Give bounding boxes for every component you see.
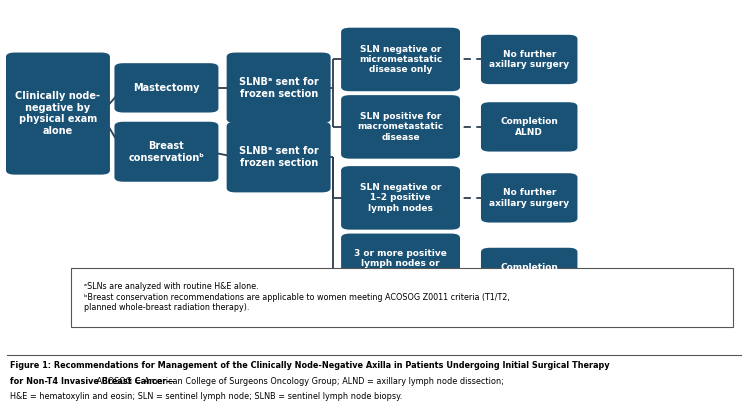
FancyBboxPatch shape <box>6 53 110 175</box>
Text: Clinically node-
negative by
physical exam
alone: Clinically node- negative by physical ex… <box>16 91 100 136</box>
Text: Completion
ALND: Completion ALND <box>500 117 558 137</box>
Text: No further
axillary surgery: No further axillary surgery <box>489 50 569 69</box>
Text: SLN negative or
micrometastatic
disease only: SLN negative or micrometastatic disease … <box>359 44 442 74</box>
Text: Breast
conservationᵇ: Breast conservationᵇ <box>129 141 204 162</box>
FancyBboxPatch shape <box>227 122 331 193</box>
Text: SLN negative or
1–2 positive
lymph nodes: SLN negative or 1–2 positive lymph nodes <box>360 183 441 213</box>
Text: Mastectomy: Mastectomy <box>133 83 200 93</box>
FancyBboxPatch shape <box>114 63 218 113</box>
FancyBboxPatch shape <box>341 233 460 304</box>
Text: SLNBᵃ sent for
frozen section: SLNBᵃ sent for frozen section <box>239 77 319 99</box>
Text: Completion
ALND: Completion ALND <box>500 263 558 282</box>
Text: for Non-T4 Invasive Breast Cancer—: for Non-T4 Invasive Breast Cancer— <box>10 377 174 386</box>
FancyBboxPatch shape <box>71 268 733 326</box>
Text: Figure 1: Recommendations for Management of the Clinically Node-Negative Axilla : Figure 1: Recommendations for Management… <box>10 361 609 370</box>
Text: ACOSOG = American College of Surgeons Oncology Group; ALND = axillary lymph node: ACOSOG = American College of Surgeons On… <box>94 377 503 386</box>
FancyBboxPatch shape <box>227 53 331 123</box>
FancyBboxPatch shape <box>114 122 218 182</box>
Text: ᵃSLNs are analyzed with routine H&E alone.
ᵇBreast conservation recommendations : ᵃSLNs are analyzed with routine H&E alon… <box>84 282 509 312</box>
FancyBboxPatch shape <box>481 102 577 151</box>
Text: H&E = hematoxylin and eosin; SLN = sentinel lymph node; SLNB = sentinel lymph no: H&E = hematoxylin and eosin; SLN = senti… <box>10 392 402 401</box>
FancyBboxPatch shape <box>481 248 577 297</box>
Text: SLN positive for
macrometastatic
disease: SLN positive for macrometastatic disease <box>358 112 444 142</box>
Text: No further
axillary surgery: No further axillary surgery <box>489 188 569 208</box>
FancyBboxPatch shape <box>481 35 577 84</box>
Text: SLNBᵃ sent for
frozen section: SLNBᵃ sent for frozen section <box>239 146 319 168</box>
Text: 3 or more positive
lymph nodes or
grossly matted
disease: 3 or more positive lymph nodes or grossl… <box>354 249 447 289</box>
FancyBboxPatch shape <box>341 28 460 91</box>
FancyBboxPatch shape <box>481 173 577 222</box>
FancyBboxPatch shape <box>341 95 460 159</box>
FancyBboxPatch shape <box>341 166 460 230</box>
